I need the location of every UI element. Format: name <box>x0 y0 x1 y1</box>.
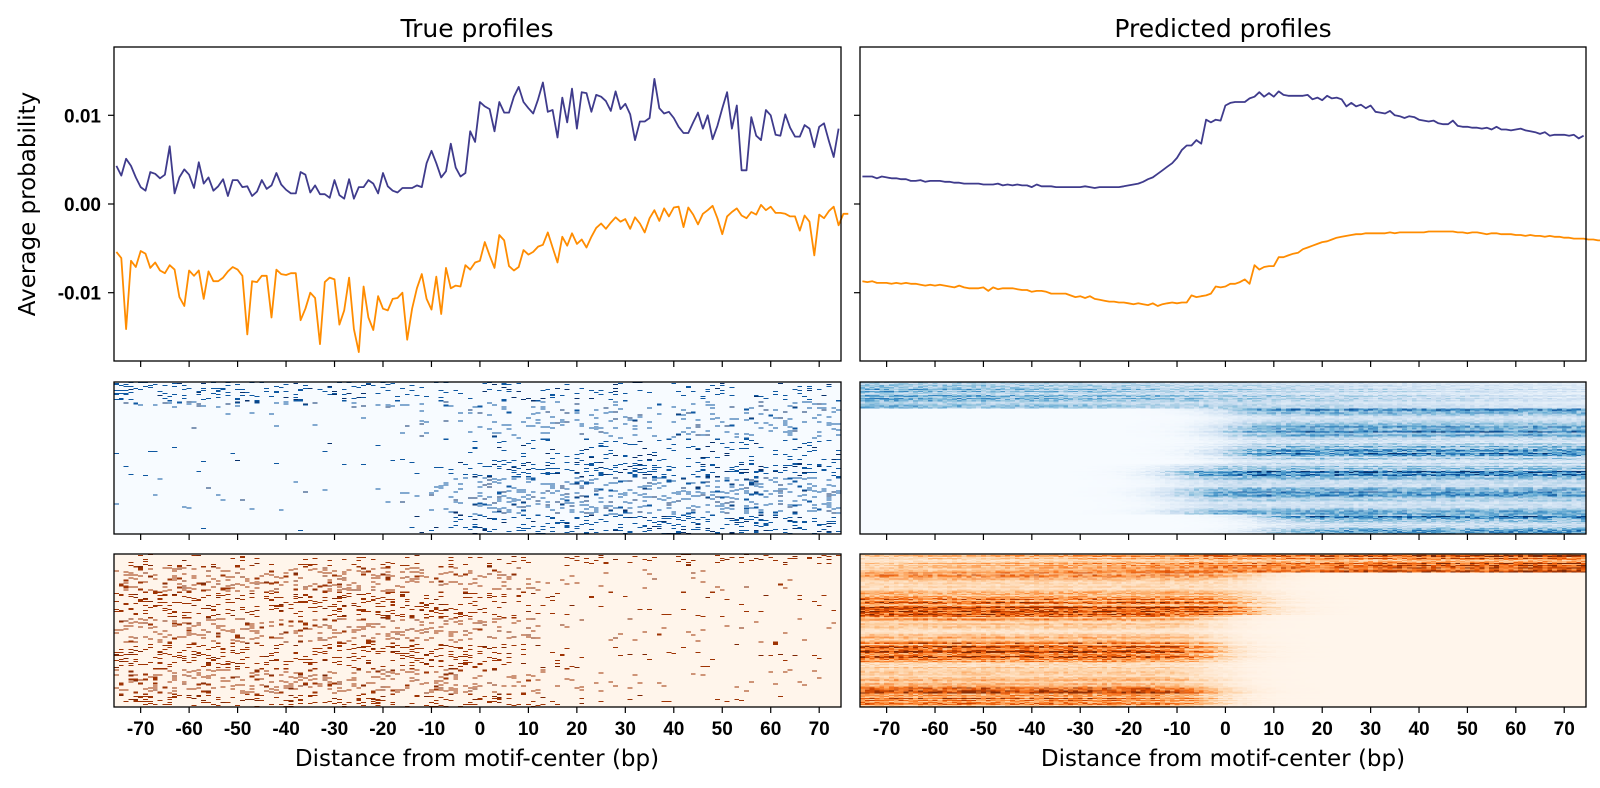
x-tick-label: 60 <box>1505 719 1526 740</box>
x-tick-label: 40 <box>663 719 684 740</box>
negative-strand-line <box>115 203 849 354</box>
x-tick-label: -50 <box>224 719 251 740</box>
true-profiles-plot <box>115 78 849 354</box>
x-tick-label: 10 <box>1263 719 1284 740</box>
y-tick-label: 0.00 <box>64 195 101 216</box>
x-tick-label: 10 <box>518 719 539 740</box>
x-tick-label: 60 <box>760 719 781 740</box>
x-tick-label: -60 <box>175 719 202 740</box>
y-axis-label: Average probability <box>15 92 41 316</box>
x-tick-label: -70 <box>127 719 154 740</box>
left-panel-title: True profiles <box>399 14 553 43</box>
x-tick-label: -40 <box>272 719 299 740</box>
positive-strand-line <box>115 78 840 200</box>
positive-strand-line <box>862 90 1585 189</box>
x-tick-label: 0 <box>475 719 486 740</box>
x-tick-label: -30 <box>1066 719 1093 740</box>
y-tick-label: -0.01 <box>58 284 102 305</box>
axis-ticks: 0.01 0.00 -0.01 -70 -60 -50 -40 -30 -20 -10 0 10 20 3… <box>58 106 1575 740</box>
x-tick-label: 40 <box>1408 719 1429 740</box>
left-x-axis-label: Distance from motif-center (bp) <box>295 746 659 772</box>
x-tick-label: -30 <box>321 719 348 740</box>
x-tick-label: 50 <box>1457 719 1478 740</box>
x-tick-label: 30 <box>615 719 636 740</box>
x-tick-label: 20 <box>1312 719 1333 740</box>
left-middle-axes-frame <box>113 381 842 535</box>
x-tick-label: 50 <box>712 719 733 740</box>
negative-strand-line <box>862 230 1600 307</box>
x-tick-label: 20 <box>566 719 587 740</box>
right-middle-axes-frame <box>859 381 1587 535</box>
x-tick-label: 30 <box>1360 719 1381 740</box>
x-tick-label: -60 <box>921 719 948 740</box>
true-positive-strand-heatmap <box>114 382 841 534</box>
x-tick-label: 70 <box>809 719 830 740</box>
predicted-negative-strand-heatmap <box>860 554 1586 707</box>
left-bottom-axes-frame <box>113 553 842 708</box>
x-tick-label: -10 <box>418 719 445 740</box>
right-panel-title: Predicted profiles <box>1114 14 1331 43</box>
x-tick-label: -20 <box>369 719 396 740</box>
x-tick-label: 70 <box>1554 719 1575 740</box>
x-tick-label: 0 <box>1220 719 1231 740</box>
x-tick-label: -20 <box>1115 719 1142 740</box>
predicted-profiles-plot <box>862 90 1600 307</box>
right-x-axis-label: Distance from motif-center (bp) <box>1041 746 1405 772</box>
true-negative-strand-heatmap <box>114 554 841 707</box>
x-tick-label: -10 <box>1163 719 1190 740</box>
x-tick-label: -50 <box>970 719 997 740</box>
x-tick-label: -70 <box>873 719 900 740</box>
predicted-positive-strand-heatmap <box>860 382 1586 534</box>
left-top-axes-frame <box>113 46 842 362</box>
x-tick-label: -40 <box>1018 719 1045 740</box>
y-tick-label: 0.01 <box>64 106 101 127</box>
right-bottom-axes-frame <box>859 553 1587 708</box>
right-top-axes-frame <box>859 46 1587 362</box>
